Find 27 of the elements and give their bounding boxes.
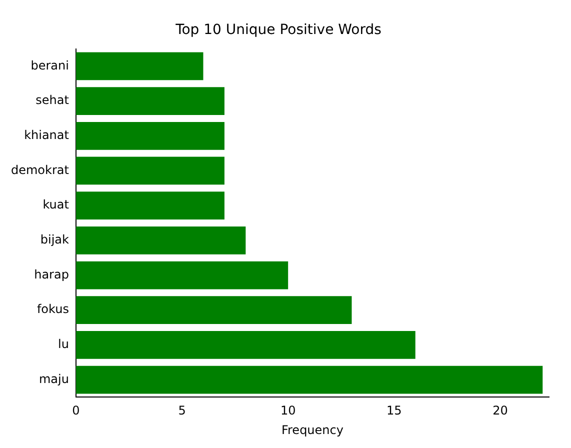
- chart-title: Top 10 Unique Positive Words: [174, 22, 382, 38]
- x-tick-label: 0: [72, 404, 80, 418]
- y-tick-label: demokrat: [10, 162, 70, 177]
- y-tick-label: fokus: [36, 302, 69, 316]
- x-tick-label: 15: [386, 404, 402, 418]
- y-tick-label: kuat: [42, 198, 70, 212]
- x-tick-label: 5: [178, 404, 186, 418]
- x-axis-title: Frequency: [281, 422, 344, 437]
- y-tick-label: lu: [58, 337, 69, 352]
- bar: [76, 156, 224, 185]
- bar: [76, 296, 352, 324]
- bar: [76, 226, 246, 254]
- y-tick-label: harap: [34, 267, 69, 282]
- bar: [76, 331, 416, 359]
- x-tick-label: 20: [492, 404, 508, 418]
- bar: [76, 192, 224, 220]
- y-tick-label: sehat: [36, 93, 70, 108]
- bar: [76, 122, 224, 150]
- y-tick-label: berani: [30, 58, 69, 72]
- bar: [76, 87, 224, 115]
- x-tick-label: 10: [280, 404, 296, 418]
- y-tick-label: maju: [38, 372, 69, 386]
- y-tick-label: khianat: [24, 128, 70, 142]
- bar: [76, 261, 288, 290]
- bar: [76, 366, 543, 394]
- y-tick-label: bijak: [40, 232, 70, 247]
- bar: [76, 52, 204, 80]
